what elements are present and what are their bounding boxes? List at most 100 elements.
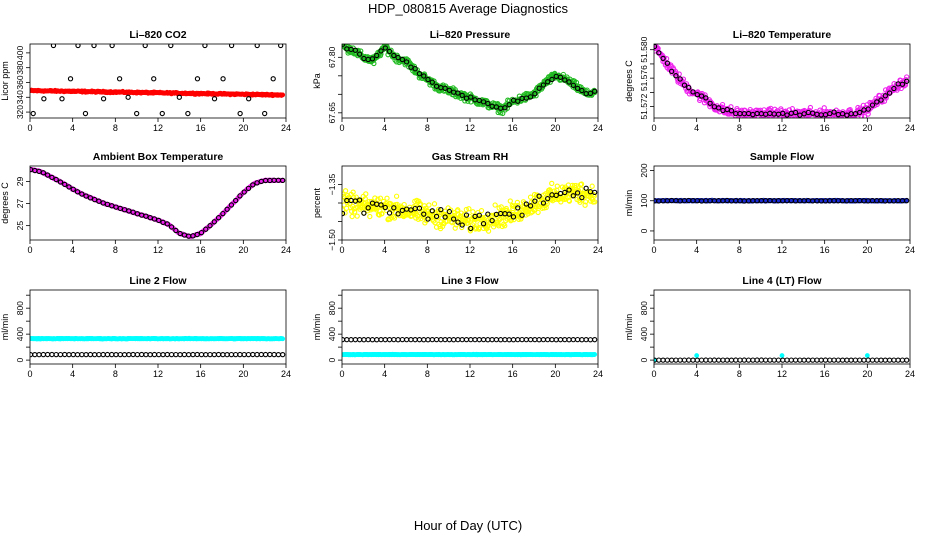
data-point <box>656 357 662 363</box>
data-point <box>356 337 363 343</box>
data-point <box>506 337 512 343</box>
data-point <box>515 98 521 104</box>
data-point <box>185 110 191 117</box>
data-point <box>442 85 448 91</box>
data-point <box>835 357 841 363</box>
y-tick-label: 400 <box>15 327 25 341</box>
data-point <box>510 214 517 220</box>
data-point <box>575 187 582 194</box>
data-point <box>654 44 658 50</box>
x-tick-label: 0 <box>651 245 656 255</box>
data-point <box>142 44 148 49</box>
data-point <box>395 337 401 343</box>
panel-ambient: Ambient Box Temperature degrees C 0 4 8 12 16 2… <box>0 151 291 255</box>
data-point <box>536 193 542 199</box>
data-point <box>515 337 521 343</box>
data-point <box>378 48 384 54</box>
data-point <box>506 101 512 108</box>
data-point <box>519 336 525 343</box>
data-point <box>220 351 226 358</box>
data-point <box>553 192 559 198</box>
data-point <box>574 190 581 196</box>
data-point <box>435 206 442 213</box>
data-point <box>681 357 688 363</box>
data-point <box>362 196 368 202</box>
x-tick-label: 24 <box>593 369 603 379</box>
data-point <box>280 92 286 98</box>
data-point <box>91 196 98 203</box>
data-point <box>502 223 508 229</box>
data-point <box>134 110 140 117</box>
data-point <box>91 351 98 358</box>
data-point <box>465 220 471 226</box>
data-point <box>562 336 568 343</box>
data-point <box>224 206 230 212</box>
data-point <box>160 351 166 358</box>
data-point <box>79 351 85 358</box>
data-point <box>429 208 435 214</box>
data-point <box>30 352 34 358</box>
x-tick-label: 8 <box>737 245 742 255</box>
data-point <box>807 104 814 111</box>
x-tick-label: 0 <box>651 369 656 379</box>
data-point <box>109 44 115 49</box>
data-point <box>116 76 123 82</box>
data-point <box>789 106 795 112</box>
data-point <box>493 336 500 343</box>
x-tick-label: 8 <box>113 123 118 133</box>
data-point <box>138 351 145 358</box>
data-point <box>262 110 268 117</box>
data-point <box>500 110 506 117</box>
y-tick-label: 100 <box>639 193 649 207</box>
x-tick-label: 4 <box>70 369 75 379</box>
data-point <box>498 204 504 210</box>
data-point <box>865 357 871 363</box>
data-point <box>857 357 863 363</box>
data-point <box>361 210 367 216</box>
data-point <box>203 351 209 358</box>
data-point <box>728 357 735 363</box>
panel-line4: Line 4 (LT) Flow ml/min 0 4 8 12 16 20 24 0 400 800 <box>624 275 915 379</box>
data-point <box>173 351 179 358</box>
data-point <box>472 336 478 343</box>
data-point <box>70 351 76 358</box>
y-tick-label: 67.80 <box>327 46 337 68</box>
data-point <box>788 357 794 363</box>
data-point <box>62 351 68 358</box>
data-point <box>468 94 474 100</box>
data-point <box>237 193 243 199</box>
data-point <box>391 205 397 211</box>
data-point <box>767 357 773 363</box>
panel-title: Line 2 Flow <box>129 275 187 287</box>
data-point <box>96 198 102 204</box>
data-point <box>442 214 448 220</box>
data-point <box>215 351 222 358</box>
x-tick-label: 24 <box>905 369 915 379</box>
data-points <box>342 336 598 358</box>
data-point <box>758 357 765 363</box>
data-points <box>342 44 598 117</box>
data-point <box>857 109 863 116</box>
data-point <box>703 95 709 101</box>
data-point <box>74 352 81 358</box>
data-point <box>57 179 64 185</box>
data-point <box>566 198 573 204</box>
data-point <box>241 351 247 358</box>
data-point <box>466 206 472 212</box>
data-point <box>378 202 384 208</box>
data-point <box>30 110 36 117</box>
x-tick-label: 16 <box>196 369 206 379</box>
data-point <box>694 353 700 358</box>
data-point <box>502 336 508 343</box>
data-point <box>40 351 47 358</box>
panel-sample-flow: Sample Flow ml/min 0 4 8 12 16 20 24 0 100 200 <box>624 151 915 255</box>
data-point <box>515 205 521 211</box>
data-point <box>480 336 487 343</box>
y-tick-label: 29 <box>15 176 25 186</box>
data-point <box>399 336 406 343</box>
data-point <box>66 184 72 190</box>
data-point <box>246 96 252 102</box>
y-axis-label: percent <box>312 187 322 218</box>
data-point <box>250 351 256 358</box>
